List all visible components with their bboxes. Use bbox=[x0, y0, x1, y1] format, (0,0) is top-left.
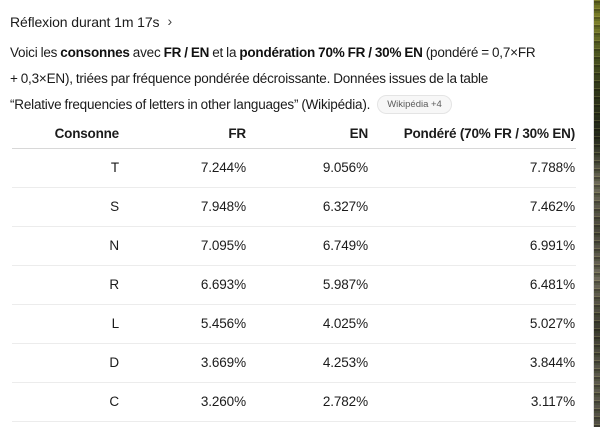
consonant-cell: C bbox=[12, 382, 124, 422]
answer-text: Voici les consonnes avec FR / EN et la p… bbox=[10, 45, 536, 112]
consonant-cell: T bbox=[12, 148, 124, 188]
value-cell: 6.749% bbox=[248, 226, 370, 266]
header-row: Consonne FR EN Pondéré (70% FR / 30% EN) bbox=[12, 120, 576, 149]
bold-text: FR / EN bbox=[163, 45, 210, 60]
value-cell: 7.095% bbox=[124, 226, 248, 266]
table-row: T 7.244% 9.056% 7.788% bbox=[12, 148, 576, 188]
table-body: T 7.244% 9.056% 7.788% S 7.948% 6.327% 7.462% N 7… bbox=[12, 148, 576, 422]
consonant-cell: D bbox=[12, 343, 124, 383]
consonant-cell: N bbox=[12, 226, 124, 266]
body-text: et la bbox=[209, 45, 240, 60]
value-cell: 3.260% bbox=[124, 382, 248, 422]
assistant-message: Réflexion durant 1m 17s › Voici les cons… bbox=[10, 12, 594, 422]
bold-text: pondération 70% FR / 30% EN bbox=[239, 45, 423, 60]
value-cell: 6.991% bbox=[370, 226, 576, 266]
value-cell: 4.025% bbox=[248, 304, 370, 344]
value-cell: 5.027% bbox=[370, 304, 576, 344]
chevron-right-icon: › bbox=[167, 13, 173, 29]
body-text: + 0,3×EN), triées par fréquence pondérée… bbox=[10, 71, 489, 86]
consonant-cell: S bbox=[12, 187, 124, 227]
consonant-cell: R bbox=[12, 265, 124, 305]
value-cell: 4.253% bbox=[248, 343, 370, 383]
value-cell: 6.327% bbox=[248, 187, 370, 227]
value-cell: 7.948% bbox=[124, 187, 248, 227]
value-cell: 9.056% bbox=[248, 148, 370, 188]
consonant-cell: L bbox=[12, 304, 124, 344]
table-row: C 3.260% 2.782% 3.117% bbox=[12, 382, 576, 422]
reasoning-label: Réflexion durant 1m 17s bbox=[10, 14, 160, 30]
value-cell: 7.462% bbox=[370, 187, 576, 227]
table-row: R 6.693% 5.987% 6.481% bbox=[12, 265, 576, 305]
body-text: (pondéré = 0,7×FR bbox=[422, 45, 536, 60]
value-cell: 7.244% bbox=[124, 148, 248, 188]
value-cell: 6.693% bbox=[124, 265, 248, 305]
column-header: EN bbox=[248, 120, 370, 149]
body-text: avec bbox=[129, 45, 164, 60]
value-cell: 5.456% bbox=[124, 304, 248, 344]
table-header: Consonne FR EN Pondéré (70% FR / 30% EN) bbox=[12, 120, 576, 149]
column-header: Pondéré (70% FR / 30% EN) bbox=[370, 120, 576, 149]
table-row: L 5.456% 4.025% 5.027% bbox=[12, 304, 576, 344]
column-header: FR bbox=[124, 120, 248, 149]
body-text: “Relative frequencies of letters in othe… bbox=[10, 97, 371, 112]
value-cell: 3.844% bbox=[370, 343, 576, 383]
answer-paragraph: Voici les consonnes avec FR / EN et la p… bbox=[10, 40, 594, 118]
table-row: S 7.948% 6.327% 7.462% bbox=[12, 187, 576, 227]
citation-badge[interactable]: Wikipédia +4 bbox=[377, 95, 452, 114]
reasoning-toggle[interactable]: Réflexion durant 1m 17s › bbox=[10, 12, 172, 32]
value-cell: 7.788% bbox=[370, 148, 576, 188]
desktop-wallpaper-edge bbox=[593, 0, 600, 427]
value-cell: 2.782% bbox=[248, 382, 370, 422]
value-cell: 5.987% bbox=[248, 265, 370, 305]
value-cell: 6.481% bbox=[370, 265, 576, 305]
bold-text: consonnes bbox=[60, 45, 130, 60]
table-row: D 3.669% 4.253% 3.844% bbox=[12, 343, 576, 383]
value-cell: 3.669% bbox=[124, 343, 248, 383]
value-cell: 3.117% bbox=[370, 382, 576, 422]
column-header: Consonne bbox=[12, 120, 124, 149]
table-row: N 7.095% 6.749% 6.991% bbox=[12, 226, 576, 266]
body-text: Voici les bbox=[10, 45, 61, 60]
